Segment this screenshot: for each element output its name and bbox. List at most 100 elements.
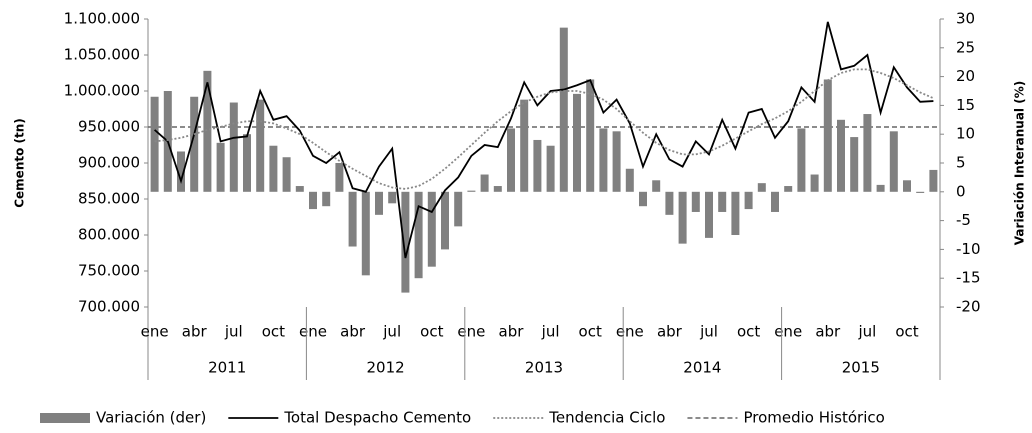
- bar: [309, 191, 317, 210]
- bar: [691, 191, 700, 212]
- legend-label: Variación (der): [96, 409, 206, 427]
- bar: [150, 96, 159, 192]
- bar: [784, 186, 793, 192]
- bar: [876, 184, 885, 192]
- y2-tick-label: -20: [956, 298, 981, 316]
- bar: [454, 191, 463, 227]
- x-tick-label: oct: [895, 323, 918, 341]
- bar: [401, 191, 410, 293]
- legend-label: Tendencia Ciclo: [548, 409, 665, 427]
- y2-axis-title: Variación Interanual (%): [1013, 81, 1027, 245]
- bar: [533, 139, 542, 192]
- x-tick-label: ene: [774, 323, 802, 341]
- y2-tick-label: 15: [956, 96, 975, 114]
- x-tick-label: jul: [541, 323, 560, 341]
- bar: [177, 151, 185, 192]
- bar: [823, 79, 832, 192]
- x-tick-label: oct: [737, 323, 760, 341]
- bar: [282, 157, 291, 192]
- line: [154, 21, 934, 259]
- y-tick-label: 1.050.000: [64, 46, 140, 64]
- group-label: 2015: [842, 359, 880, 377]
- bar: [559, 27, 568, 192]
- x-tick-label: ene: [299, 323, 327, 341]
- x-tick-label: oct: [420, 323, 443, 341]
- bar: [625, 168, 634, 192]
- x-tick-label: abr: [340, 323, 366, 341]
- bar: [322, 191, 331, 207]
- group-label: 2011: [208, 359, 246, 377]
- x-tick-label: oct: [262, 323, 285, 341]
- bar: [361, 191, 370, 276]
- bar: [243, 134, 251, 192]
- group-label: 2012: [367, 359, 405, 377]
- bar: [295, 186, 304, 192]
- y-axis-title: Cemento (tn): [13, 118, 27, 208]
- bar: [837, 119, 845, 192]
- y-tick-label: 700.000: [78, 298, 140, 316]
- y2-tick-label: 25: [956, 38, 975, 56]
- y2-tick-label: -5: [956, 211, 971, 229]
- y-tick-label: 1.000.000: [64, 82, 140, 100]
- bar: [639, 191, 647, 207]
- bar: [731, 191, 740, 235]
- x-tick-label: abr: [657, 323, 683, 341]
- bar: [467, 190, 476, 192]
- bar: [427, 191, 436, 267]
- bar: [441, 191, 449, 250]
- x-tick-label: jul: [857, 323, 876, 341]
- y2-tick-label: 20: [956, 67, 975, 85]
- bar: [256, 99, 265, 192]
- bar: [348, 191, 357, 247]
- x-tick-label: ene: [616, 323, 644, 341]
- legend-swatch: [40, 413, 90, 423]
- y2-tick-label: -10: [956, 240, 981, 258]
- y-tick-label: 1.100.000: [64, 10, 140, 28]
- bar: [335, 163, 344, 192]
- y-tick-label: 900.000: [78, 154, 140, 172]
- x-tick-label: ene: [457, 323, 485, 341]
- x-tick-label: jul: [224, 323, 243, 341]
- y-tick-label: 800.000: [78, 226, 140, 244]
- bar: [586, 79, 595, 192]
- x-tick-label: jul: [699, 323, 718, 341]
- y2-tick-label: 30: [956, 10, 975, 28]
- bar: [493, 186, 502, 192]
- legend-label: Total Despacho Cemento: [283, 409, 471, 427]
- legend-label: Promedio Histórico: [743, 409, 884, 427]
- bar: [678, 191, 687, 244]
- bar: [190, 96, 199, 192]
- bar: [269, 145, 278, 192]
- bar: [797, 128, 806, 192]
- line: [154, 68, 934, 190]
- x-tick-label: abr: [815, 323, 841, 341]
- y2-tick-label: -15: [956, 269, 981, 287]
- bar: [916, 191, 925, 193]
- bar: [203, 70, 212, 192]
- bar: [480, 174, 489, 192]
- bar: [810, 174, 819, 192]
- bar: [546, 145, 555, 192]
- y2-tick-label: 5: [956, 154, 966, 172]
- bar: [705, 191, 713, 238]
- bar: [863, 114, 872, 192]
- x-tick-label: jul: [382, 323, 401, 341]
- y2-tick-label: 10: [956, 125, 975, 143]
- y2-tick-label: 0: [956, 182, 966, 200]
- bar: [757, 183, 766, 192]
- bar: [850, 137, 859, 192]
- bar: [573, 93, 581, 192]
- bar: [599, 128, 608, 192]
- y-tick-label: 750.000: [78, 262, 140, 280]
- y-tick-label: 850.000: [78, 190, 140, 208]
- bar: [903, 180, 911, 192]
- bar: [652, 180, 661, 192]
- x-tick-label: abr: [182, 323, 208, 341]
- bar: [744, 191, 753, 210]
- group-label: 2013: [525, 359, 563, 377]
- x-tick-label: ene: [141, 323, 169, 341]
- bar: [388, 191, 397, 204]
- y-tick-label: 950.000: [78, 118, 140, 136]
- group-label: 2014: [683, 359, 721, 377]
